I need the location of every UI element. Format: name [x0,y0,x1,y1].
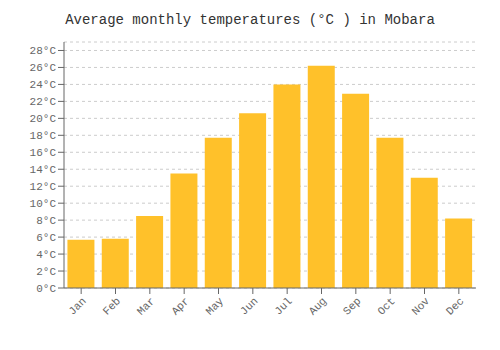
svg-text:20°C: 20°C [30,113,57,125]
svg-text:Feb: Feb [101,295,123,317]
svg-text:28°C: 28°C [30,45,57,57]
svg-text:Nov: Nov [410,295,433,318]
svg-text:Oct: Oct [375,295,397,317]
svg-text:Aug: Aug [307,295,329,317]
svg-text:16°C: 16°C [30,147,57,159]
svg-text:24°C: 24°C [30,79,57,91]
svg-text:4°C: 4°C [36,249,56,261]
svg-text:Sep: Sep [341,295,363,317]
svg-text:May: May [204,295,227,318]
svg-text:10°C: 10°C [30,198,57,210]
svg-text:Mar: Mar [135,295,157,317]
svg-text:Jan: Jan [66,295,88,317]
svg-text:Jun: Jun [238,295,260,317]
svg-text:8°C: 8°C [36,215,56,227]
svg-text:22°C: 22°C [30,96,57,108]
html-text:Average monthly temperatures (: Average monthly temperatures (°C ) in Mo… [65,12,435,28]
svg-text:2°C: 2°C [36,266,56,278]
svg-text:0°C: 0°C [36,283,56,295]
svg-text:Dec: Dec [444,295,466,317]
svg-text:Apr: Apr [169,295,191,317]
svg-text:12°C: 12°C [30,181,57,193]
svg-text:Jul: Jul [272,295,294,317]
svg-text:14°C: 14°C [30,164,57,176]
svg-text:26°C: 26°C [30,62,57,74]
svg-text:18°C: 18°C [30,130,57,142]
svg-text:6°C: 6°C [36,232,56,244]
